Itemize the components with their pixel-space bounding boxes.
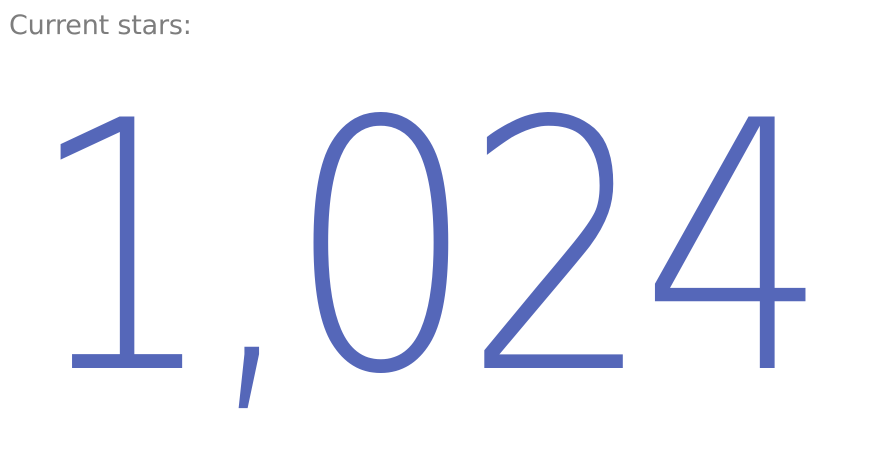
- star-count-value: 1,024: [28, 49, 829, 450]
- current-stars-label: Current stars:: [9, 10, 192, 41]
